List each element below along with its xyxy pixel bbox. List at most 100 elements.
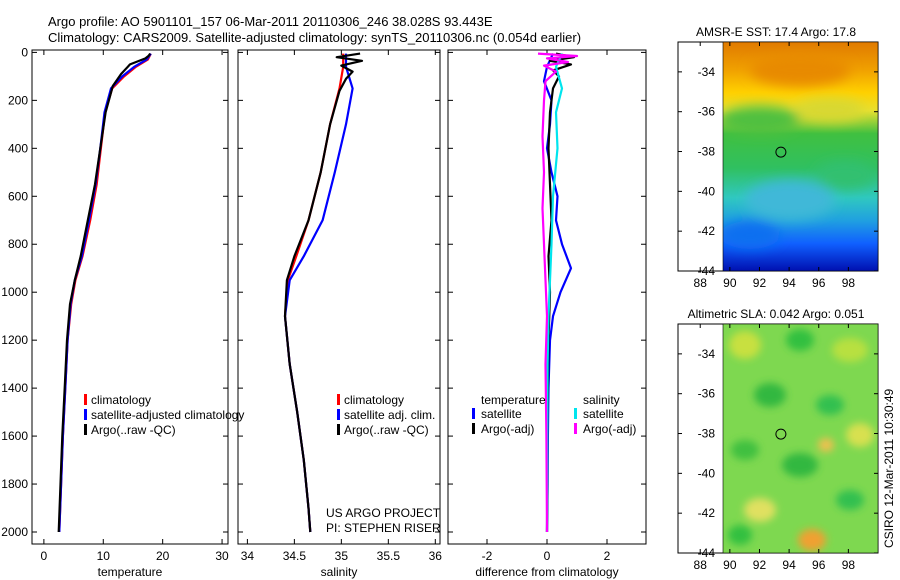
pi-credit: PI: STEPHEN RISER [326,521,441,535]
timestamp-credit: CSIRO 12-Mar-2011 10:30:49 [882,388,896,548]
y-tick-label: 1600 [1,429,28,443]
sla-map-title: Altimetric SLA: 0.042 Argo: 0.051 [688,307,865,321]
temperature-axes [31,49,229,545]
legend-label-sal-argo: Argo(-adj) [583,422,636,436]
map-x-tick-label: 90 [723,276,737,290]
y-tick-label: 2000 [1,525,28,539]
legend-label-argo: Argo(..raw -QC) [91,423,176,437]
map-y-tick-label: -40 [698,466,716,480]
x-tick-label: 35 [335,549,349,563]
y-tick-label: 600 [8,189,28,203]
legend-swatch-argo [84,424,87,435]
y-tick-label: 1400 [1,381,28,395]
y-tick-label: 1200 [1,333,28,347]
series-line [545,53,564,533]
map-y-tick-label: -34 [698,347,716,361]
sla-argo-marker [775,428,787,440]
x-tick-label: 35.5 [377,549,401,563]
salinity-axes [237,49,441,545]
x-tick-label: -2 [482,549,493,563]
x-tick-label: 30 [215,549,229,563]
x-axis-label: difference from climatology [475,565,618,579]
y-tick-label: 400 [8,141,28,155]
map-x-tick-label: 98 [842,276,856,290]
sst-map-title: AMSR-E SST: 17.4 Argo: 17.8 [696,25,856,39]
map-y-tick-label: -34 [698,65,716,79]
series-line [537,52,579,533]
y-tick-label: 1000 [1,285,28,299]
legend-label-temp-satellite: satellite [481,407,522,421]
legend-swatch-argo [337,424,340,435]
y-tick-label: 1800 [1,477,28,491]
x-tick-label: 36 [429,549,443,563]
sst-argo-marker [775,146,787,158]
sst-map-panel: AMSR-E SST: 17.4 Argo: 17.8 88 90 92 94 96 98… [677,25,879,290]
map-y-tick-label: -36 [698,105,716,119]
x-axis-label: temperature [98,565,163,579]
difference-panel: -2 0 2 difference from climatology [447,49,647,579]
x-tick-label: 0 [41,549,48,563]
map-y-tick-label: -42 [698,506,716,520]
sst-map-ticks: 88 90 92 94 96 98 -34 -36 -38 -40 -42 -44 [678,42,878,290]
map-x-tick-label: 92 [753,558,767,572]
legend-swatch-satellite [337,409,340,420]
legend-label-argo: Argo(..raw -QC) [344,423,429,437]
y-tick-label: 800 [8,237,28,251]
map-x-tick-label: 98 [842,558,856,572]
map-y-tick-label: -38 [698,427,716,441]
legend-title-temperature: temperature [481,393,546,407]
map-y-tick-label: -38 [698,145,716,159]
x-tick-label: 34.5 [283,549,307,563]
sla-map-panel: Altimetric SLA: 0.042 Argo: 0.051 88 90 [677,307,879,572]
legend-label-climatology: climatology [91,393,151,407]
legend-swatch-temp-satellite [472,408,475,419]
legend-swatch-climatology [84,394,87,405]
legend-swatch-climatology [337,394,340,405]
legend-title-salinity: salinity [583,393,620,407]
y-tick-label: 200 [8,93,28,107]
map-x-tick-label: 88 [694,276,708,290]
series-line [283,53,345,533]
map-x-tick-label: 94 [782,276,796,290]
legend-label-satellite: satellite-adjusted climatology [91,408,244,422]
series-line [283,52,364,533]
map-y-tick-label: -36 [698,387,716,401]
x-tick-label: 2 [604,549,611,563]
figure-title-line1: Argo profile: AO 5901101_157 06-Mar-2011… [48,14,493,29]
legend-swatch-sal-satellite [574,408,577,419]
project-credit: US ARGO PROJECT [326,506,441,520]
x-axis-label: salinity [321,565,358,579]
legend-label-sal-satellite: satellite [583,407,624,421]
sla-map-ticks: 88 90 92 94 96 98 -34 -36 -38 -40 -42 -44 [678,324,878,572]
x-tick-label: 10 [97,549,111,563]
map-y-tick-label: -44 [698,546,716,560]
temperature-panel: 0 10 20 30 0 200 400 600 800 1000 1200 1400 1600 1800… [1,45,229,579]
salinity-panel: 34 34.5 35 35.5 36 salinity [237,49,443,579]
map-x-tick-label: 96 [812,558,826,572]
y-tick-label: 0 [21,45,28,59]
map-x-tick-label: 94 [782,558,796,572]
x-tick-label: 0 [544,549,551,563]
map-x-tick-label: 88 [694,558,708,572]
legend-swatch-temp-argo [472,423,475,434]
series-line [283,53,354,533]
map-y-tick-label: -40 [698,184,716,198]
difference-legend: temperature salinity satellite Argo(-adj… [472,393,636,436]
temperature-legend: climatology satellite-adjusted climatolo… [84,393,244,437]
map-y-tick-label: -44 [698,264,716,278]
legend-label-climatology: climatology [344,393,404,407]
map-x-tick-label: 96 [812,276,826,290]
series-line [57,52,152,533]
map-y-tick-label: -42 [698,224,716,238]
sst-field [723,42,878,271]
x-tick-label: 34 [241,549,255,563]
sla-field [723,324,878,553]
figure-title-line2: Climatology: CARS2009. Satellite-adjuste… [48,30,581,45]
legend-label-temp-argo: Argo(-adj) [481,422,534,436]
map-x-tick-label: 90 [723,558,737,572]
salinity-legend: climatology satellite adj. clim. Argo(..… [337,393,435,437]
legend-swatch-sal-argo [574,423,577,434]
legend-swatch-satellite [84,409,87,420]
map-x-tick-label: 92 [753,276,767,290]
